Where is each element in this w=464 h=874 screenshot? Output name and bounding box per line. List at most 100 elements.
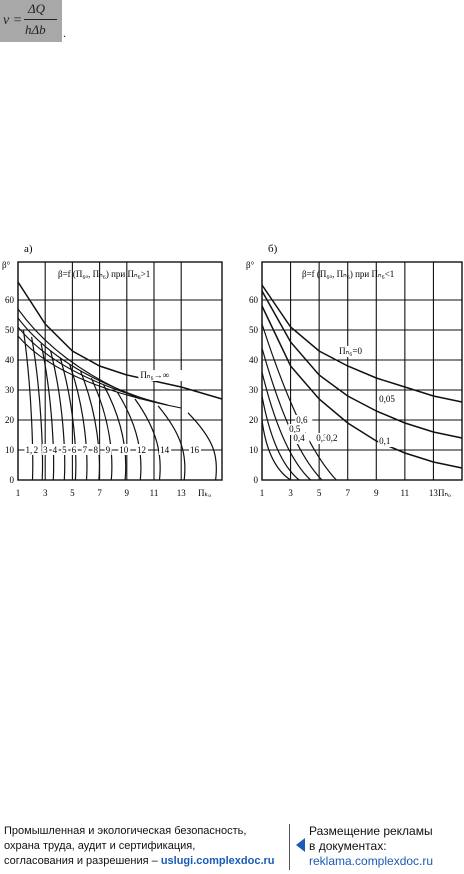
infinity-label-bg: [138, 370, 191, 381]
formula-denominator: hΔb: [25, 22, 46, 37]
y-tick-label: 0: [254, 475, 259, 485]
curve-label-bg: [42, 444, 50, 455]
footer-line-2: охрана труда, аудит и сертификация,: [4, 840, 196, 852]
panel-label: б): [268, 244, 278, 255]
parameter-curve: [261, 395, 300, 481]
x-tick-label: 11: [401, 488, 410, 498]
chart-title: β=f (П₆ₒ, Пₙ₆) при Пₙ₆>1: [58, 269, 150, 279]
curve-label: 0,05: [379, 394, 395, 404]
curve-label: 3: [43, 445, 48, 455]
y-tick-label: 20: [5, 415, 15, 425]
curve-label: 14: [160, 445, 170, 455]
formula-period: .: [63, 26, 66, 40]
curve-label: 7: [83, 445, 88, 455]
x-tick-label: 3: [43, 488, 48, 498]
curve-label: 0,3: [316, 433, 328, 443]
parameter-curve: [22, 329, 34, 481]
infinity-label: Пₙ₆→∞: [140, 370, 169, 380]
formula-numerator: ΔQ: [28, 1, 46, 16]
curve-label: 10: [119, 445, 129, 455]
footer-line-3: согласования и разрешения – uslugi.compl…: [4, 854, 275, 869]
curve-label-bg: [295, 415, 313, 426]
fraction-bar: [24, 19, 57, 20]
parameter-curve: [261, 371, 312, 481]
curve-label-bg: [104, 444, 112, 455]
curve-label: 6: [72, 445, 77, 455]
curve-label: 1,5: [25, 445, 37, 455]
curve-label-bg: [378, 436, 396, 447]
formula-lhs: v =: [3, 13, 23, 28]
x-tick-label: 13: [429, 488, 439, 498]
y-tick-label: 60: [5, 295, 15, 305]
curve-label-bg: [61, 444, 69, 455]
curve-label: 16: [190, 445, 200, 455]
parameter-curve: [261, 419, 291, 481]
curve-label: 12: [137, 445, 146, 455]
series-line: [261, 305, 463, 469]
ad-title-line-1: Размещение рекламы: [309, 824, 433, 838]
y-tick-label: 40: [5, 355, 15, 365]
curve-label: 0,4: [293, 433, 305, 443]
curve-label-bg: [70, 444, 78, 455]
curve-label-bg: [92, 444, 100, 455]
curve-label-bg: [118, 444, 131, 455]
parameter-curve: [59, 357, 77, 481]
panel-label: а): [24, 244, 33, 255]
parameter-curve: [116, 391, 142, 481]
curve-label: 9: [106, 445, 111, 455]
x-tick-label: 13: [177, 488, 187, 498]
y-tick-label: 20: [249, 415, 259, 425]
curve-label-bg: [159, 444, 172, 455]
curve-label: 4: [53, 445, 58, 455]
footer-line-1: Промышленная и экологическая безопасност…: [4, 825, 247, 837]
x-tick-label: 9: [125, 488, 130, 498]
parameter-curve: [261, 323, 337, 481]
y-tick-label: 10: [5, 445, 15, 455]
x-tick-label: 7: [97, 488, 102, 498]
y-tick-label: 60: [249, 295, 259, 305]
parameter-curve: [90, 378, 113, 481]
y-tick-label: 30: [5, 385, 15, 395]
footer-line-3-text: согласования и разрешения –: [4, 855, 161, 867]
parameter-curve: [69, 364, 88, 481]
y-tick-label: 40: [249, 355, 259, 365]
series-line: [261, 290, 463, 439]
footer-right-text: Размещение рекламы в документах: reklama…: [309, 824, 433, 869]
formula-image: v = ΔQ hΔb: [0, 0, 62, 42]
curve-label-bg: [315, 433, 333, 444]
x-tick-label: 3: [288, 488, 293, 498]
curve-label-bg: [325, 433, 343, 444]
y-tick-label: 50: [249, 325, 259, 335]
curve-label: 0,1: [379, 436, 390, 446]
curve-label: Пₙ₆=0: [339, 346, 362, 356]
curve-label-bg: [338, 346, 366, 357]
curve-label: 5: [62, 445, 67, 455]
parameter-curve: [50, 350, 66, 481]
uslugi-link[interactable]: uslugi.complexdoc.ru: [160, 855, 275, 867]
y-axis-label: β°: [2, 260, 11, 270]
x-tick-label: 1: [260, 488, 265, 498]
x-axis-label: Пₖₒ: [198, 488, 211, 498]
curve-label: 8: [93, 445, 98, 455]
parameter-curve: [187, 412, 217, 481]
plot-frame: [261, 261, 463, 481]
x-tick-label: 5: [70, 488, 75, 498]
curve-label-bg: [135, 444, 148, 455]
footer-ad: Промышленная и экологическая безопасност…: [0, 820, 464, 874]
curve-label-bg: [378, 394, 401, 405]
arrow-left-icon: [296, 838, 305, 852]
parameter-curve: [157, 405, 186, 481]
curve-label-bg: [81, 444, 89, 455]
x-axis-label: Пₙₒ: [438, 488, 451, 498]
x-tick-label: 5: [317, 488, 322, 498]
series-line: [261, 284, 463, 403]
parameter-curve: [103, 384, 127, 481]
footer-divider: [289, 824, 290, 870]
reklama-link[interactable]: reklama.complexdoc.ru: [309, 854, 434, 868]
y-tick-label: 0: [10, 475, 15, 485]
parameter-curve: [17, 335, 182, 409]
parameter-curve: [80, 371, 101, 481]
